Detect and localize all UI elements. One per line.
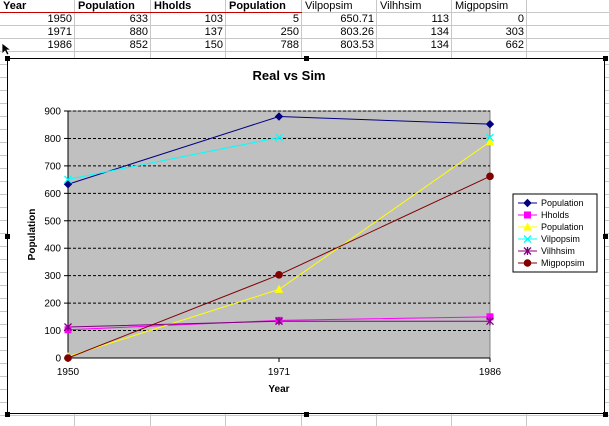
data-point	[64, 175, 72, 184]
y-tick-label: 500	[44, 216, 61, 227]
header-cell[interactable]: Vilhhsim	[380, 0, 422, 12]
data-point	[275, 317, 283, 326]
data-point	[274, 284, 284, 293]
x-tick-label: 1986	[479, 367, 502, 378]
table-row: 1971 880 137 250 803.26 134 303	[0, 26, 609, 39]
row-gridline	[0, 25, 609, 26]
header-cell[interactable]: Population	[229, 0, 286, 12]
row-gridline	[0, 12, 609, 13]
data-cell[interactable]: 134	[430, 26, 449, 38]
data-cell[interactable]: 1950	[47, 13, 72, 25]
data-point	[63, 180, 73, 189]
y-tick-label: 100	[44, 326, 61, 337]
resize-handle[interactable]	[304, 412, 309, 417]
legend-label: Vilhhsim	[541, 246, 575, 256]
resize-handle[interactable]	[5, 56, 10, 61]
data-cell[interactable]: 650.71	[340, 13, 374, 25]
plot-area	[67, 110, 491, 359]
data-cell[interactable]: 134	[430, 39, 449, 51]
data-point	[485, 137, 495, 146]
data-cell[interactable]: 852	[129, 39, 148, 51]
legend-label: Vilpopsim	[541, 234, 580, 244]
header-cell[interactable]: Hholds	[154, 0, 192, 12]
header-cell[interactable]: Population	[78, 0, 135, 12]
x-tick-label: 1950	[57, 367, 80, 378]
table-row: 1950 633 103 5 650.71 113 0	[0, 13, 609, 26]
data-cell[interactable]: 633	[129, 13, 148, 25]
data-cell[interactable]: 250	[280, 26, 299, 38]
data-cell[interactable]: 1971	[47, 26, 72, 38]
legend-marker	[523, 222, 532, 231]
y-tick-label: 700	[44, 161, 61, 172]
header-underline	[0, 12, 302, 13]
chart-title: Real vs Sim	[253, 68, 326, 83]
data-point	[274, 112, 284, 121]
legend-marker	[523, 198, 532, 208]
y-axis-title: Population	[27, 209, 38, 261]
row-gridline	[0, 38, 609, 39]
legend-label: Population	[541, 198, 584, 208]
data-point	[486, 133, 494, 142]
data-point	[485, 119, 495, 129]
data-point	[64, 322, 72, 331]
resize-handle[interactable]	[5, 234, 10, 239]
chart-canvas: 0 100 200 300 400 500 600 700 800 900 1950 1971 1986…	[27, 68, 598, 395]
header-cell[interactable]: Migpopsim	[455, 0, 509, 12]
legend-box	[512, 193, 598, 273]
data-cell[interactable]: 0	[517, 13, 524, 25]
legend-marker	[523, 235, 532, 243]
data-point	[275, 271, 283, 279]
y-tick-label: 300	[44, 271, 61, 282]
legend-marker	[524, 211, 531, 219]
y-tick-label: 400	[44, 244, 61, 255]
data-cell[interactable]: 5	[292, 13, 299, 25]
data-cell[interactable]: 303	[505, 26, 524, 38]
chart-object[interactable]: 0 100 200 300 400 500 600 700 800 900 1950 1971 1986…	[5, 56, 608, 417]
data-cell[interactable]: 662	[505, 39, 524, 51]
legend-label: Population	[541, 222, 584, 232]
header-cell[interactable]: Vilpopsim	[305, 0, 353, 12]
data-cell[interactable]: 803.26	[340, 26, 374, 38]
resize-handle[interactable]	[603, 56, 608, 61]
x-tick-label: 1971	[268, 367, 291, 378]
legend-label: Migpopsim	[541, 258, 585, 268]
legend-marker	[523, 259, 532, 267]
data-point	[64, 354, 72, 362]
resize-handle[interactable]	[603, 234, 608, 239]
data-cell[interactable]: 137	[204, 26, 223, 38]
data-cell[interactable]: 803.53	[340, 39, 374, 51]
data-cell[interactable]: 113	[431, 13, 449, 25]
data-point	[486, 317, 494, 326]
resize-handle[interactable]	[304, 56, 309, 61]
resize-handle[interactable]	[603, 412, 608, 417]
row-gridline	[0, 51, 609, 52]
resize-handle[interactable]	[5, 412, 10, 417]
legend-marker	[523, 247, 532, 255]
x-axis-title: Year	[268, 384, 289, 395]
header-cell[interactable]: Year	[3, 0, 27, 12]
data-cell[interactable]: 788	[280, 39, 299, 51]
table-row: 1986 852 150 788 803.53 134 662	[0, 39, 609, 52]
y-tick-label: 800	[44, 134, 61, 145]
data-cell[interactable]: 880	[129, 26, 148, 38]
header-row: Year Population Hholds Population Vilpopsim V…	[0, 0, 609, 13]
legend-label: Hholds	[541, 210, 570, 220]
y-tick-label: 600	[44, 189, 61, 200]
y-tick-label: 0	[55, 354, 61, 365]
y-tick-label: 900	[44, 107, 61, 118]
y-tick-label: 200	[44, 299, 61, 310]
data-cell[interactable]: 150	[204, 39, 223, 51]
data-cell[interactable]: 1986	[47, 39, 72, 51]
data-cell[interactable]: 103	[204, 13, 223, 25]
data-point	[486, 172, 494, 181]
data-point	[275, 133, 283, 142]
arrow-cursor-icon	[1, 42, 13, 56]
